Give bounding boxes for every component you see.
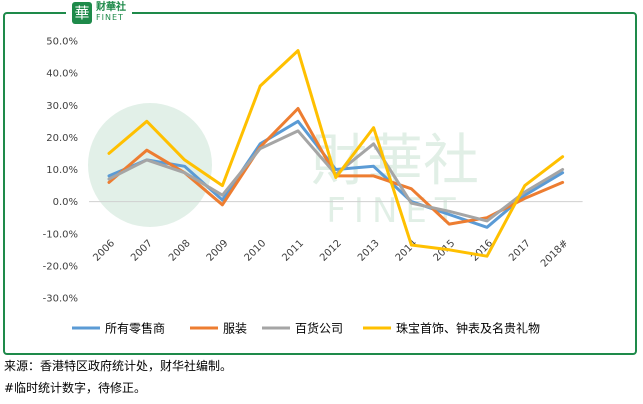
line-chart: 財華社 FINET 50.0% 40.0% 30.0% 20.0% 10.0% 0.0% -… — [43, 37, 583, 336]
legend-label: 服装 — [223, 322, 247, 336]
series-line-4 — [107, 49, 565, 258]
x-tick-label: 2012 — [318, 238, 344, 264]
legend-label: 所有零售商 — [105, 321, 165, 336]
logo-seal: 華 — [72, 2, 92, 24]
legend-label: 珠宝首饰、钟表及名贵礼物 — [396, 321, 540, 336]
y-tick-label: -10.0% — [43, 229, 78, 240]
y-tick-label: 30.0% — [46, 101, 78, 112]
x-tick-label: 2017 — [507, 238, 533, 264]
y-axis: 50.0% 40.0% 30.0% 20.0% 10.0% 0.0% -10.0% -20.0… — [43, 37, 78, 305]
logo-text-en: FINET — [96, 13, 124, 22]
legend: 所有零售商 服装 百货公司 珠宝首饰、钟表及名贵礼物 — [72, 321, 540, 336]
x-tick-label: 2009 — [205, 238, 231, 264]
x-tick-label: 2018# — [539, 238, 571, 270]
x-tick-label: 2010 — [243, 238, 269, 264]
x-tick-label: 2011 — [280, 238, 306, 264]
y-tick-label: -30.0% — [43, 294, 78, 305]
finet-logo: 華 财華社 FINET — [66, 1, 132, 25]
x-tick-label: 2008 — [167, 238, 193, 264]
y-tick-label: 50.0% — [46, 37, 78, 48]
watermark: 財華社 FINET — [88, 103, 479, 231]
series-lines — [107, 49, 565, 258]
footnote: #临时统计数字，待修正。 — [4, 381, 147, 395]
x-tick-label: 2013 — [356, 238, 382, 264]
x-tick-label: 2006 — [91, 238, 117, 264]
y-tick-label: 40.0% — [46, 69, 78, 80]
y-tick-label: -20.0% — [43, 261, 78, 272]
x-tick-label: 2014 — [394, 238, 420, 264]
source-note: 来源：香港特区政府统计处，财华社编制。 — [4, 359, 233, 373]
series-line-1 — [107, 119, 565, 229]
legend-label: 百货公司 — [295, 321, 343, 336]
y-tick-label: 10.0% — [46, 165, 78, 176]
chart-frame — [3, 12, 637, 355]
logo-text-cn: 财華社 — [96, 2, 126, 13]
x-tick-label: 2007 — [129, 238, 155, 264]
x-axis: 2006 2007 2008 2009 2010 2011 2012 2013 2014 2015… — [91, 238, 570, 270]
y-tick-label: 0.0% — [53, 197, 78, 208]
y-tick-label: 20.0% — [46, 133, 78, 144]
